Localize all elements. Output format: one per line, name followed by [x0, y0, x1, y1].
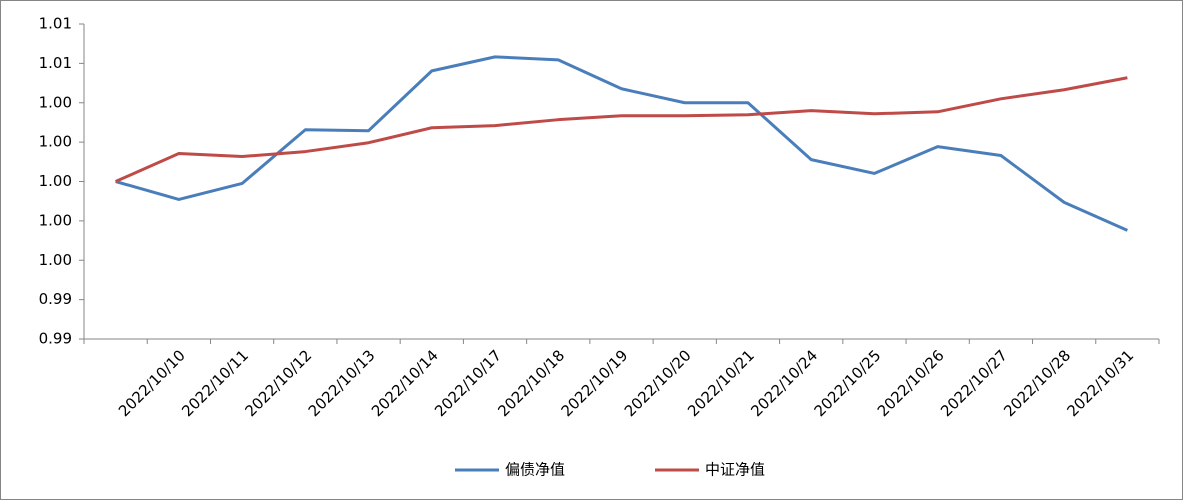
y-tick-label: 1.00 [39, 133, 72, 151]
y-tick-label: 0.99 [39, 290, 72, 308]
series-line [115, 55, 1128, 232]
y-tick-label: 1.00 [39, 251, 72, 269]
y-tick-label: 1.01 [39, 54, 72, 72]
legend-label: 偏债净值 [505, 461, 565, 479]
y-tick-label: 1.00 [39, 211, 72, 229]
y-tick-label: 1.00 [39, 172, 72, 190]
y-tick-label: 1.01 [39, 15, 72, 33]
y-tick-label: 0.99 [39, 330, 72, 348]
legend-label: 中证净值 [705, 461, 765, 479]
y-tick-label: 1.00 [39, 93, 72, 111]
series-line [115, 76, 1128, 183]
